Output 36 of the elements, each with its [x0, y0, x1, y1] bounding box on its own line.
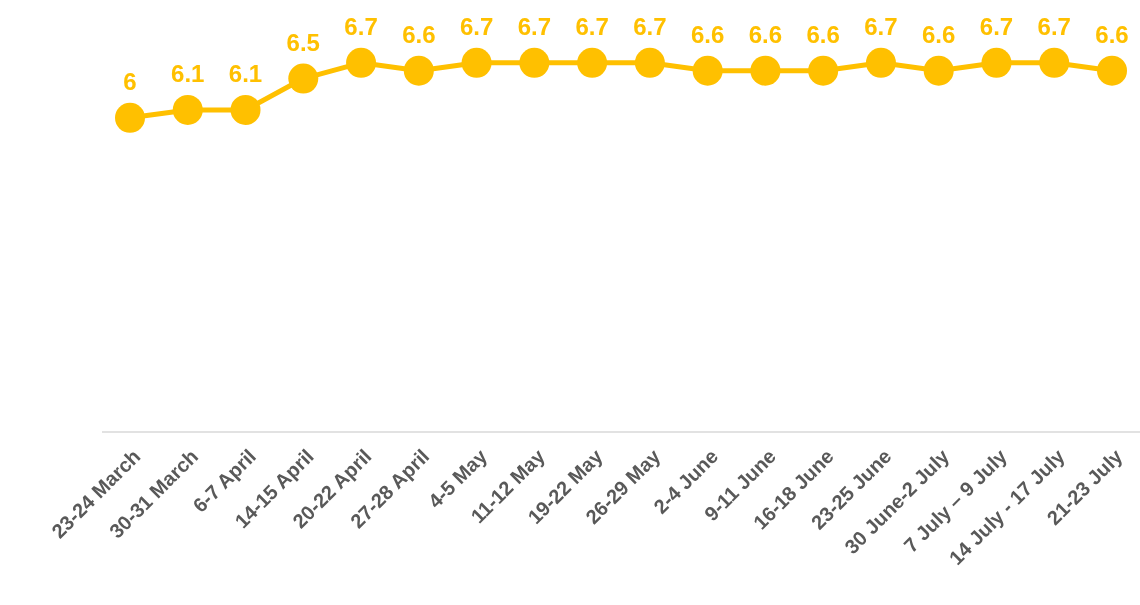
- point: [634, 47, 665, 78]
- point: [288, 63, 319, 94]
- data-label: 6.7: [633, 12, 667, 40]
- point: [750, 55, 781, 86]
- point: [172, 94, 203, 125]
- data-label: 6.6: [402, 20, 436, 48]
- point: [923, 55, 954, 86]
- point: [577, 47, 608, 78]
- point: [692, 55, 723, 86]
- data-label: 6.5: [286, 28, 320, 56]
- data-label: 6: [123, 67, 137, 95]
- data-label: 6.6: [1095, 20, 1129, 48]
- data-label: 6.7: [864, 12, 898, 40]
- point: [808, 55, 839, 86]
- data-label: 6.6: [690, 20, 725, 48]
- point: [461, 47, 492, 78]
- data-label: 6.6: [806, 20, 840, 48]
- data-label: 6.7: [1037, 12, 1071, 40]
- data-label: 6.7: [575, 12, 609, 40]
- point: [346, 47, 377, 78]
- data-label: 6.6: [922, 20, 956, 48]
- point: [865, 47, 896, 78]
- data-label: 6.1: [171, 59, 205, 87]
- point: [981, 47, 1012, 78]
- data-label: 6.7: [459, 12, 494, 40]
- point: [519, 47, 550, 78]
- data-label: 6.1: [228, 59, 263, 87]
- data-label: 6.7: [979, 12, 1014, 40]
- data-label: 6.7: [344, 12, 378, 40]
- point: [403, 55, 434, 86]
- data-label: 6.7: [517, 12, 552, 40]
- point: [1039, 47, 1070, 78]
- point: [1097, 55, 1127, 86]
- point: [230, 94, 261, 125]
- data-label: 6.6: [748, 20, 783, 48]
- point: [115, 102, 145, 133]
